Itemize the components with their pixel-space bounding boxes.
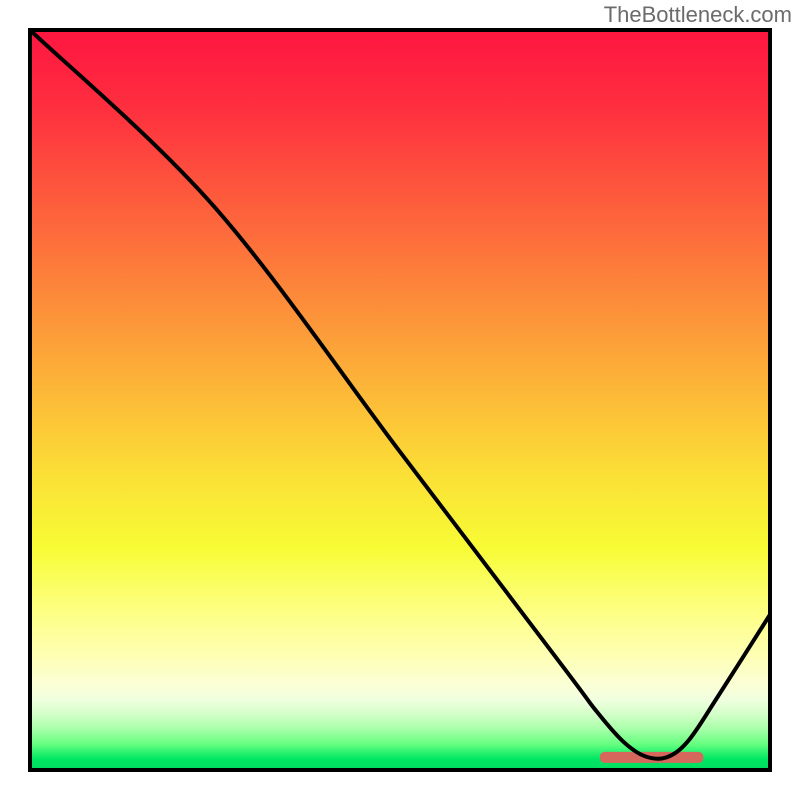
bottleneck-curve-chart — [0, 0, 800, 800]
watermark-label: TheBottleneck.com — [604, 2, 792, 28]
chart-container: { "watermark": { "text": "TheBottleneck.… — [0, 0, 800, 800]
gradient-background — [30, 30, 770, 770]
